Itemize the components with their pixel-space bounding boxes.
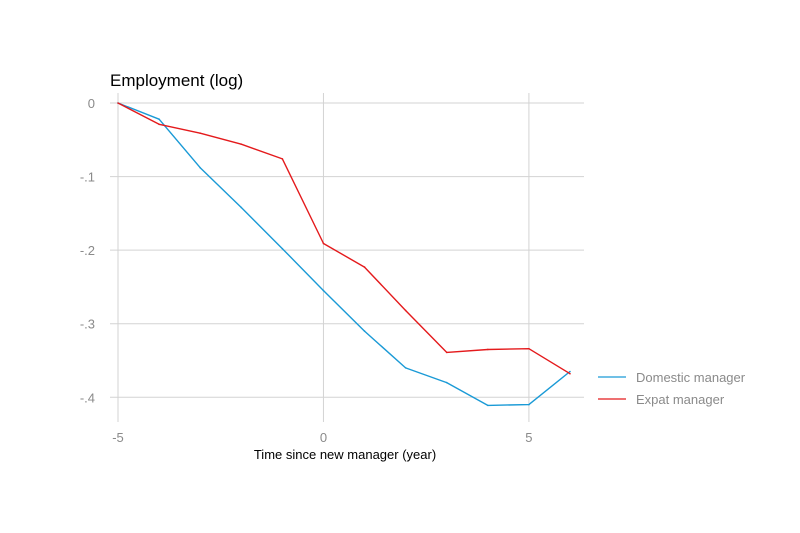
legend-label-domestic: Domestic manager: [636, 370, 746, 385]
data-point: [445, 381, 448, 384]
data-point: [569, 372, 571, 375]
data-point: [487, 348, 489, 351]
grid-lines: [110, 93, 584, 422]
x-tick-label: -5: [112, 430, 124, 445]
y-tick-label: -.3: [80, 317, 95, 332]
data-point: [199, 166, 201, 169]
data-point: [322, 289, 325, 292]
series-line-expat: [117, 102, 571, 375]
data-point: [445, 351, 448, 354]
data-point: [404, 309, 407, 312]
y-tick-label: -.1: [80, 170, 95, 185]
data-point: [240, 143, 243, 145]
data-point: [158, 118, 160, 120]
series-line-domestic: [117, 102, 571, 407]
x-tick-label: 5: [525, 430, 532, 445]
legend: Domestic manager Expat manager: [598, 370, 746, 407]
data-point: [281, 247, 284, 250]
data-point: [158, 123, 160, 126]
x-axis-ticks: -5 0 5: [112, 430, 532, 445]
data-point: [199, 132, 201, 134]
data-point: [281, 158, 284, 160]
data-point: [528, 347, 530, 350]
y-tick-label: -.4: [80, 390, 95, 405]
data-point: [404, 367, 407, 369]
data-point: [363, 266, 366, 268]
data-point: [487, 404, 489, 407]
data-point: [363, 330, 366, 332]
y-axis-ticks: 0 -.1 -.2 -.3 -.4: [80, 96, 95, 405]
data-point: [240, 206, 243, 209]
series-lines: [117, 102, 571, 407]
legend-label-expat: Expat manager: [636, 392, 725, 407]
data-point: [322, 242, 325, 245]
data-point: [569, 370, 571, 373]
data-point: [117, 102, 119, 104]
chart-title: Employment (log): [110, 71, 243, 90]
y-tick-label: -.2: [80, 243, 95, 258]
y-tick-label: 0: [88, 96, 95, 111]
x-axis-title: Time since new manager (year): [254, 447, 436, 462]
data-point: [528, 403, 530, 406]
x-tick-label: 0: [320, 430, 327, 445]
